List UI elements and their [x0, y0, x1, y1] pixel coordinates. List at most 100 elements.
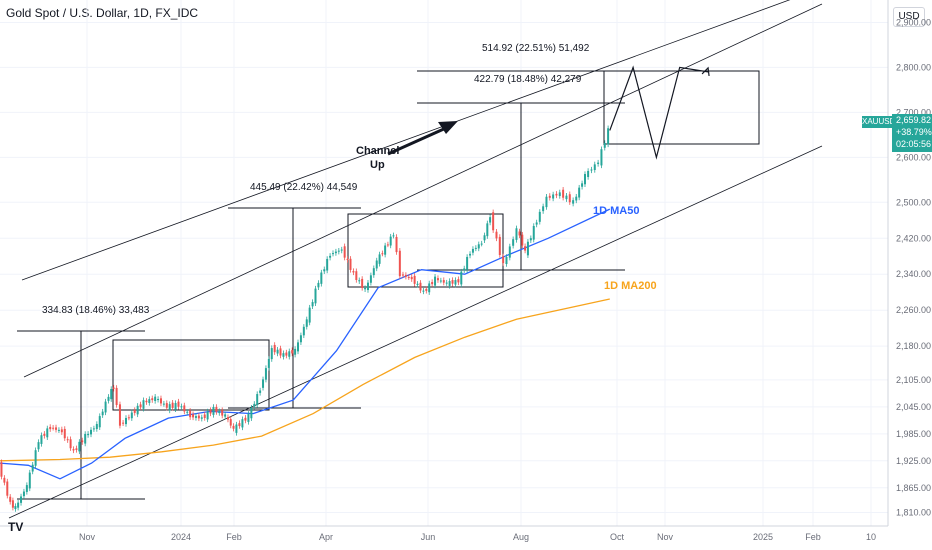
- candle-body: [20, 496, 23, 503]
- candle-body: [250, 407, 253, 419]
- candle-body: [127, 417, 130, 419]
- channel-arrow-head: [438, 121, 458, 134]
- candle-body: [247, 413, 250, 422]
- candle-body: [526, 241, 529, 256]
- candle-body: [364, 288, 367, 290]
- candle-body: [139, 404, 142, 408]
- candle-body: [6, 481, 9, 496]
- candle-body: [372, 268, 375, 276]
- candle-body: [469, 253, 472, 256]
- candle-body: [431, 282, 434, 285]
- y-tick-label: 1,925.00: [896, 456, 931, 466]
- candle-body: [174, 403, 177, 410]
- candle-body: [273, 344, 276, 353]
- x-tick-label: Oct: [610, 532, 625, 542]
- candle-body: [84, 433, 87, 444]
- candle-body: [75, 448, 78, 450]
- candle-body: [600, 149, 603, 166]
- candle-body: [451, 280, 454, 284]
- candle-body: [448, 281, 451, 286]
- candle-body: [404, 274, 407, 277]
- candle-body: [562, 189, 565, 198]
- x-tick-label: Feb: [226, 532, 242, 542]
- candle-body: [31, 464, 34, 472]
- candle-body: [25, 485, 28, 492]
- candle-body: [241, 419, 244, 428]
- candle-body: [52, 427, 55, 429]
- candle-body: [538, 211, 541, 222]
- candle-body: [206, 411, 209, 420]
- candle-body: [398, 250, 401, 277]
- x-tick-label: 10: [866, 532, 876, 542]
- candle-body: [262, 379, 265, 388]
- candle-body: [366, 282, 369, 291]
- y-tick-label: 1,985.00: [896, 429, 931, 439]
- candle-body: [142, 400, 145, 409]
- candle-body: [69, 439, 72, 449]
- price-change: +38.79%: [896, 127, 932, 137]
- currency-button[interactable]: USD: [893, 7, 925, 27]
- candle-body: [203, 414, 206, 419]
- candle-body: [209, 410, 212, 414]
- measure-lines: [17, 70, 625, 500]
- candle-body: [320, 272, 323, 284]
- candle-body: [98, 416, 101, 428]
- y-tick-label: 2,700.00: [896, 107, 931, 117]
- candle-body: [581, 183, 584, 187]
- chart-title: Gold Spot / U.S. Dollar, 1D, FX_IDC: [6, 6, 199, 20]
- candle-body: [590, 169, 593, 171]
- candle-body: [180, 406, 183, 408]
- candle-body: [28, 472, 31, 489]
- candle-body: [489, 217, 492, 223]
- candle-body: [162, 403, 165, 405]
- candles-layer: [0, 125, 610, 512]
- candle-body: [87, 433, 90, 436]
- x-tick-label: Nov: [79, 532, 96, 542]
- ma200-label: 1D MA200: [604, 280, 657, 292]
- candle-body: [192, 414, 195, 418]
- candle-body: [329, 255, 332, 258]
- price-box: 2,659.82 +38.79% 02:05:56: [892, 114, 932, 152]
- channel-label-2: Up: [370, 159, 385, 171]
- range-boxes: [112, 70, 760, 411]
- candle-body: [235, 424, 238, 433]
- candle-body: [340, 249, 343, 251]
- candle-body: [78, 441, 81, 452]
- candle-body: [457, 279, 460, 283]
- candle-body: [115, 387, 118, 405]
- candle-body: [151, 398, 154, 401]
- candle-body: [282, 353, 285, 357]
- candle-body: [603, 143, 606, 148]
- candle-body: [502, 256, 505, 264]
- candle-body: [37, 442, 40, 450]
- candle-body: [352, 271, 355, 273]
- candle-body: [555, 193, 558, 196]
- y-tick-label: 1,865.00: [896, 483, 931, 493]
- candle-body: [568, 194, 571, 203]
- candle-body: [439, 280, 442, 282]
- candle-body: [311, 302, 314, 307]
- candle-body: [498, 236, 501, 256]
- candle-body: [165, 403, 168, 408]
- candle-body: [159, 398, 162, 404]
- candle-body: [314, 288, 317, 304]
- measure-label-2: 445.49 (22.42%) 44,549: [250, 182, 358, 193]
- candle-body: [578, 187, 581, 198]
- candle-body: [0, 462, 3, 477]
- candle-body: [157, 398, 160, 400]
- candle-body: [101, 411, 104, 416]
- candle-body: [197, 415, 200, 419]
- candle-body: [512, 239, 515, 246]
- annotation-labels: 334.83 (18.46%) 33,483 445.49 (22.42%) 4…: [42, 43, 657, 316]
- candle-body: [215, 406, 218, 413]
- candle-body: [337, 250, 340, 252]
- candle-body: [130, 412, 133, 419]
- candle-body: [186, 411, 189, 413]
- y-tick-label: 2,180.00: [896, 341, 931, 351]
- candle-body: [148, 399, 151, 403]
- candle-body: [22, 491, 25, 497]
- candle-body: [343, 246, 346, 258]
- candle-body: [425, 288, 428, 291]
- y-axis: 1,810.00 1,865.00 1,925.00 1,985.00 2,045.00…: [887, 0, 931, 526]
